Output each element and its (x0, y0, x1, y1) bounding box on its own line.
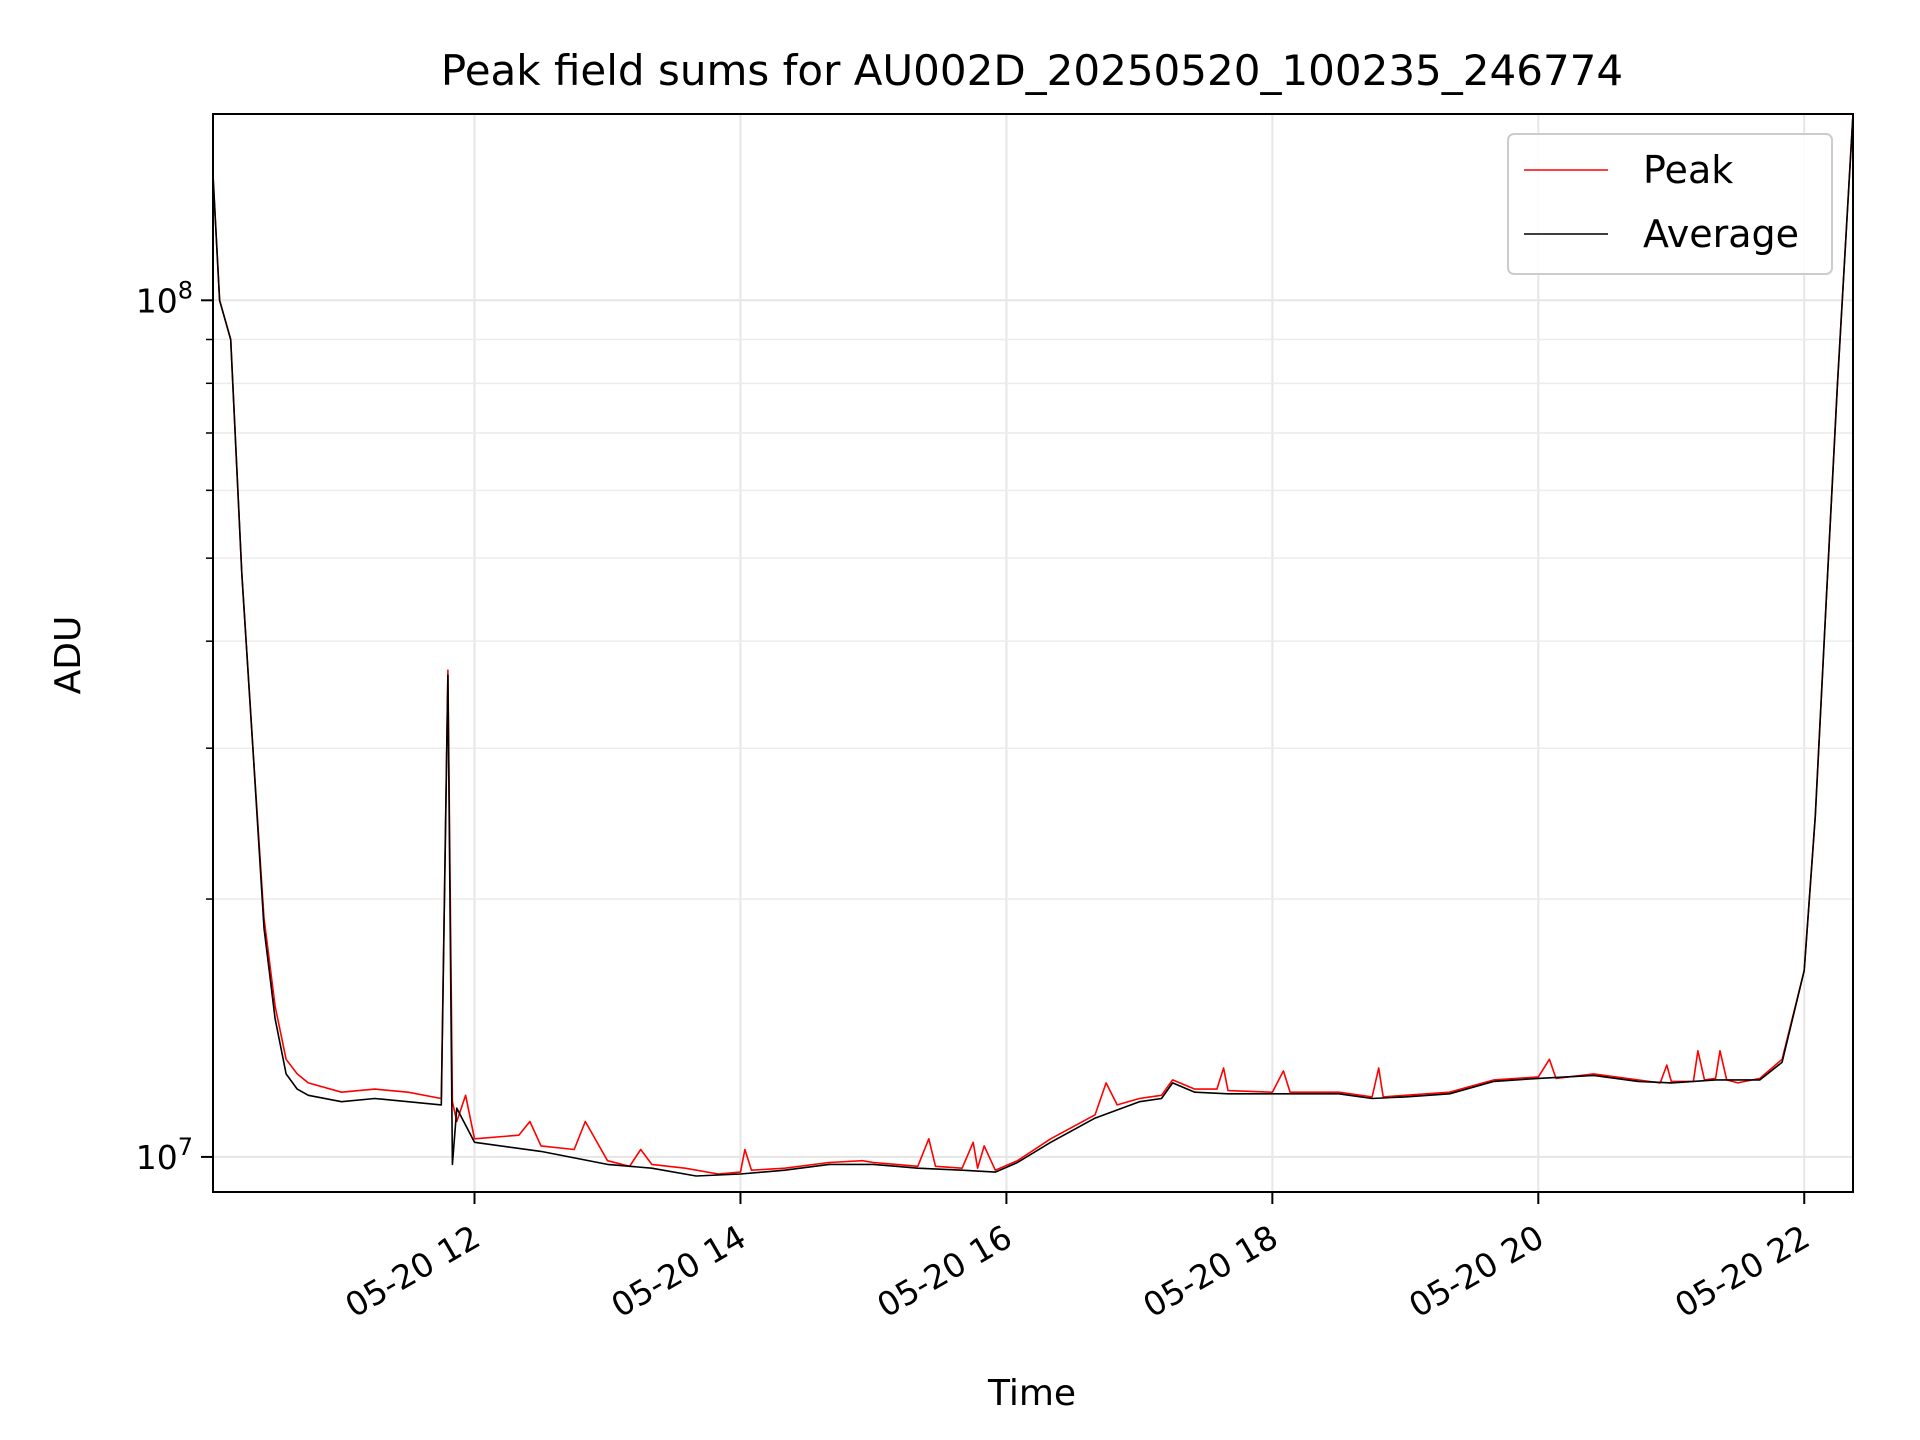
legend: Peak Average (1507, 133, 1833, 275)
y-tick-label: 107 (136, 1133, 193, 1177)
x-axis-label: Time (987, 1373, 1076, 1414)
x-tick-label: 05-20 18 (1136, 1217, 1284, 1325)
x-tick-label: 05-20 14 (604, 1217, 752, 1325)
x-tick-label: 05-20 22 (1668, 1217, 1816, 1325)
y-tick-label: 108 (136, 276, 193, 320)
grid-lines (213, 114, 1853, 1192)
legend-label: Average (1643, 212, 1799, 256)
y-axis-label: ADU (48, 616, 89, 695)
legend-box (1507, 133, 1833, 275)
legend-label: Peak (1643, 148, 1733, 192)
plot-frame (212, 113, 1854, 1193)
x-tick-label: 05-20 20 (1402, 1217, 1550, 1325)
x-tick-label: 05-20 12 (339, 1217, 487, 1325)
x-tick-label: 05-20 16 (870, 1217, 1018, 1325)
chart-title: Peak field sums for AU002D_20250520_1002… (441, 46, 1623, 95)
series-layer (212, 113, 1854, 1177)
series-line-average (212, 113, 1854, 1177)
